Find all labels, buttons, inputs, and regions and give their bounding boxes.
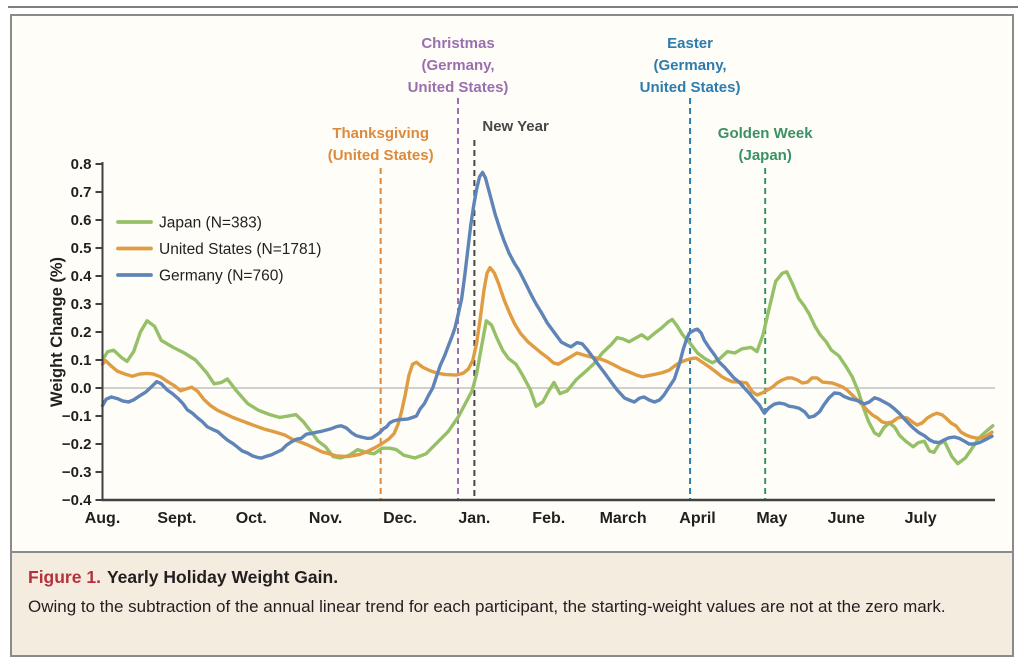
caption-panel: Figure 1. Yearly Holiday Weight Gain. Owi… <box>12 551 1012 655</box>
top-rule <box>8 6 1018 8</box>
figure-caption-text: Owing to the subtraction of the annual l… <box>28 597 946 616</box>
figure-number: Figure 1. <box>28 567 101 587</box>
figure-box: Figure 1. Yearly Holiday Weight Gain. Owi… <box>10 14 1014 657</box>
figure-title: Yearly Holiday Weight Gain. <box>106 567 339 587</box>
caption-title: Figure 1. Yearly Holiday Weight Gain. <box>28 565 994 589</box>
